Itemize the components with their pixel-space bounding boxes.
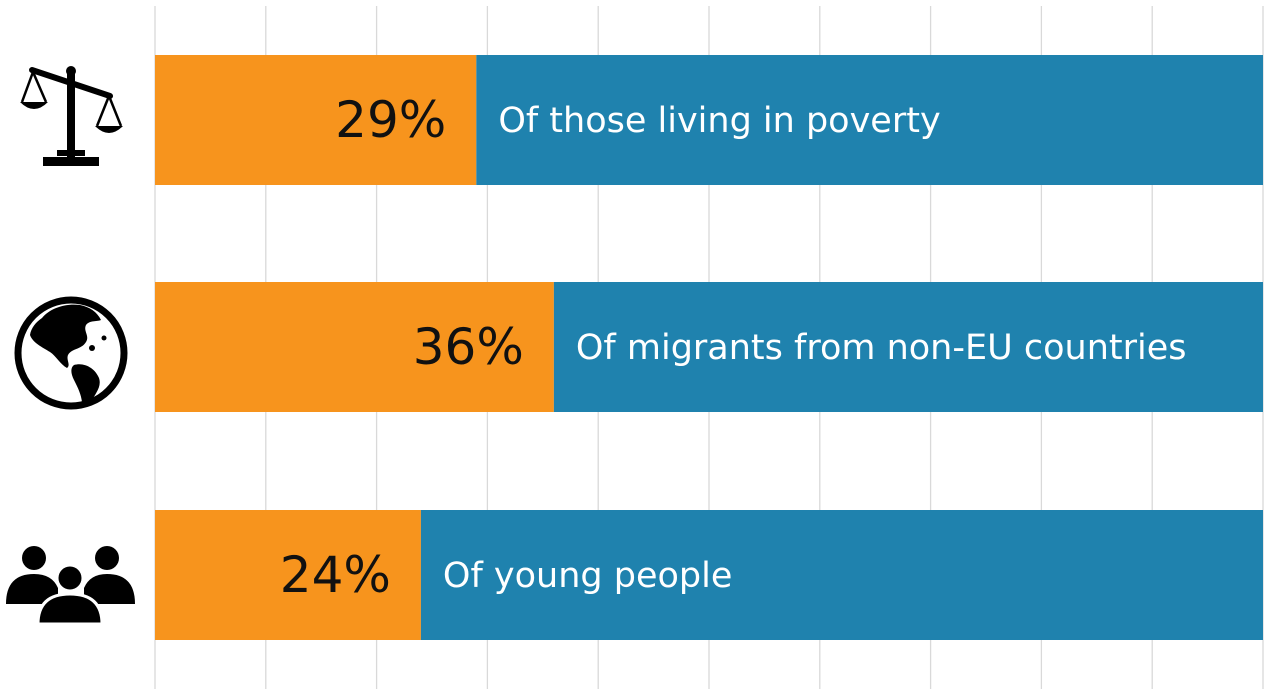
bar-segment-share [155,55,477,185]
bar-segment-remainder [476,55,1263,185]
bar-segment-share [155,282,554,412]
labels-group: 29% Of those living in poverty 36% Of migra… [280,91,1187,604]
bar-segment-remainder [420,510,1263,640]
category-label: Of migrants from non-EU countries [576,328,1187,368]
bar-segment-remainder [553,282,1263,412]
bar-value-label: 29% [335,91,446,149]
bar-value-label: 24% [280,546,391,604]
category-label: Of those living in poverty [498,101,940,141]
bar-segment-share [155,510,421,640]
globe-icon [14,296,128,410]
bar-value-label: 36% [413,318,524,376]
people-group-icon [6,546,135,626]
scales-icon [20,66,123,166]
category-label: Of young people [443,556,732,596]
bars-group [155,55,1263,640]
